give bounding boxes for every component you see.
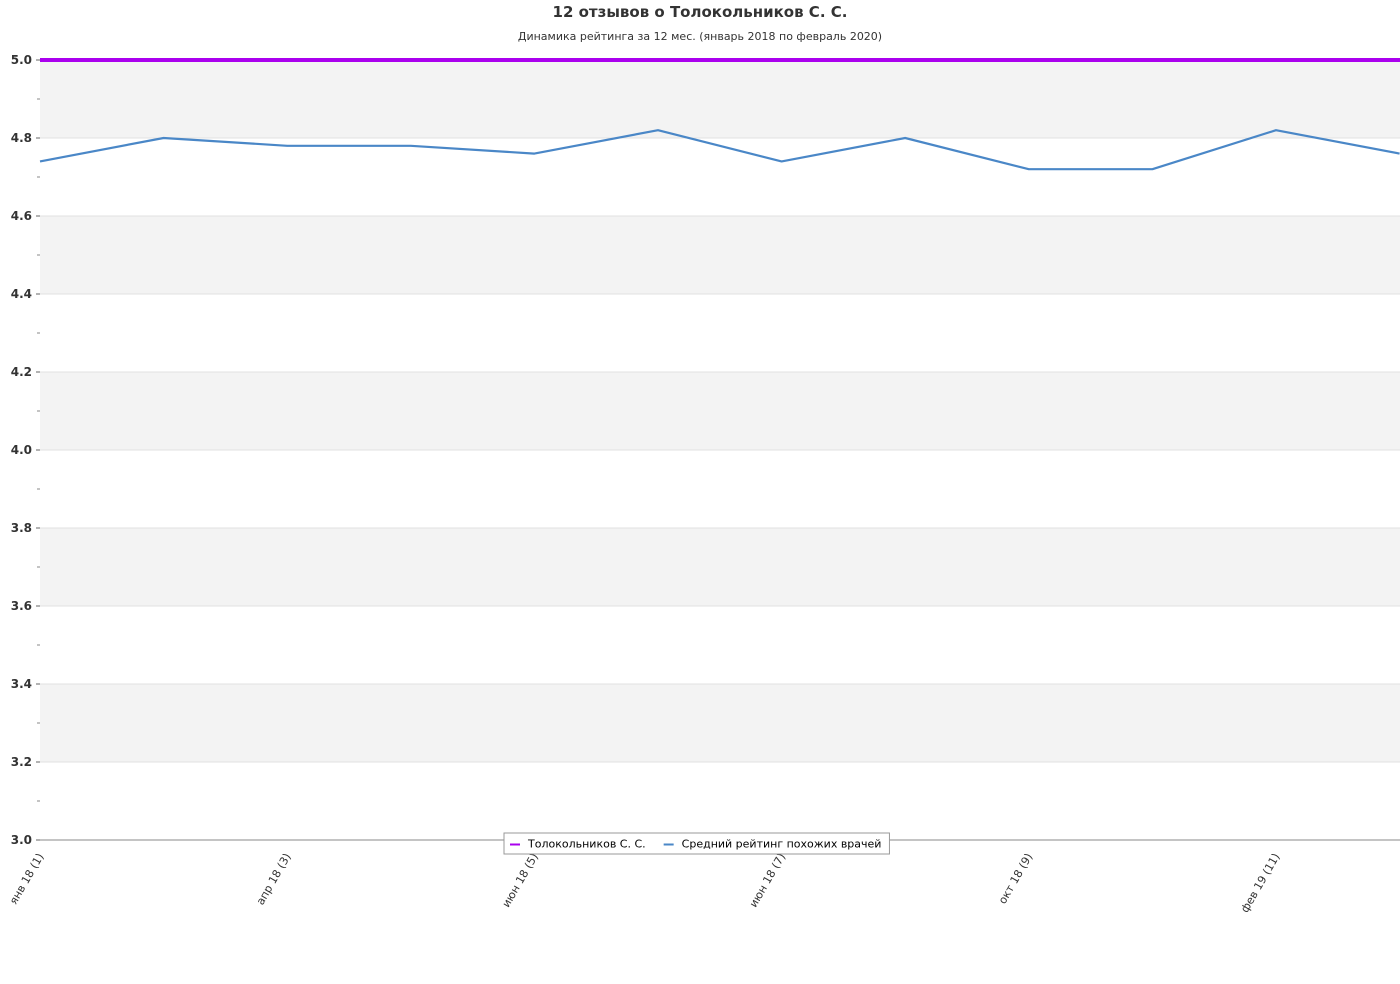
y-tick-label: 4.2 bbox=[11, 365, 32, 379]
chart-subtitle: Динамика рейтинга за 12 мес. (январь 201… bbox=[518, 30, 882, 43]
y-tick-label: 4.8 bbox=[11, 131, 32, 145]
chart-title: 12 отзывов о Толокольников С. С. bbox=[553, 3, 848, 21]
y-tick-label: 3.8 bbox=[11, 521, 32, 535]
y-tick-label: 3.4 bbox=[11, 677, 32, 691]
grid-band bbox=[40, 372, 1400, 450]
y-tick-label: 4.6 bbox=[11, 209, 32, 223]
x-tick-label: июн 18 (5) bbox=[500, 851, 541, 910]
x-tick-label: фев 19 (11) bbox=[1238, 851, 1282, 915]
x-tick-label: июн 18 (7) bbox=[747, 851, 788, 910]
series-line-2 bbox=[39, 129, 1400, 171]
grid-band bbox=[40, 528, 1400, 606]
y-tick-label: 4.4 bbox=[11, 287, 32, 301]
y-tick-label: 3.6 bbox=[11, 599, 32, 613]
grid-band bbox=[40, 60, 1400, 138]
y-tick-label: 3.2 bbox=[11, 755, 32, 769]
x-tick-label: янв 18 (1) bbox=[7, 851, 47, 907]
axis-layer: 3.0 3.2 3.4 3.6 3.8 4.0 4.2 4.4 4.6 4.8 5.0 bbox=[11, 53, 1400, 847]
grid-band bbox=[40, 684, 1400, 762]
legend: Толокольников С. С. Средний рейтинг похож… bbox=[503, 832, 890, 855]
bands-layer bbox=[40, 60, 1400, 762]
legend-box bbox=[503, 832, 890, 855]
x-tick-label: окт 18 (9) bbox=[996, 851, 1035, 906]
legend-label-1: Толокольников С. С. bbox=[527, 838, 646, 851]
grid-band bbox=[40, 216, 1400, 294]
y-tick-label: 4.0 bbox=[11, 443, 32, 457]
x-axis-labels: янв 18 (1) апр 18 (3) июн 18 (5) июн 18 (7)… bbox=[7, 851, 1283, 915]
legend-label-2: Средний рейтинг похожих врачей bbox=[682, 838, 882, 851]
series-layer bbox=[39, 58, 1400, 171]
x-tick-label: апр 18 (3) bbox=[254, 851, 294, 907]
y-tick-label: 3.0 bbox=[11, 833, 32, 847]
y-tick-label: 5.0 bbox=[11, 53, 32, 67]
